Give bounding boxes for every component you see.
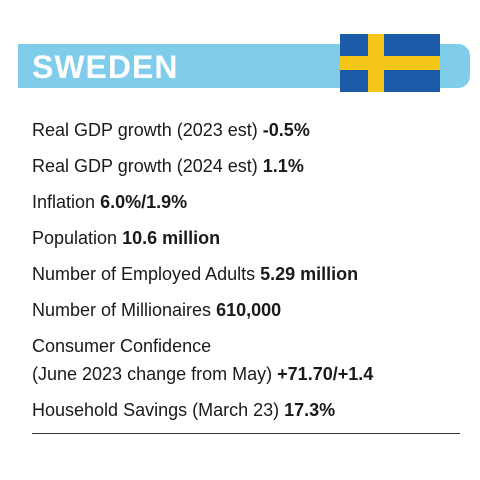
stat-label: Household Savings (March 23) (32, 400, 280, 420)
stat-item: Number of Millionaires 610,000 (32, 296, 462, 324)
stats-list: Real GDP growth (2023 est) -0.5% Real GDP… (32, 116, 462, 432)
stat-item: Real GDP growth (2023 est) -0.5% (32, 116, 462, 144)
stat-item: Real GDP growth (2024 est) 1.1% (32, 152, 462, 180)
stat-value: 17.3% (284, 400, 336, 420)
stat-label: Number of Millionaires (32, 300, 212, 320)
stat-value: 1.1% (262, 156, 304, 176)
stat-value: +71.70/+1.4 (277, 364, 374, 384)
flag-cross-horizontal (340, 56, 440, 70)
stat-value: 6.0%/1.9% (100, 192, 188, 212)
stat-item: Number of Employed Adults 5.29 million (32, 260, 462, 288)
stat-item: Population 10.6 million (32, 224, 462, 252)
stat-label: Real GDP growth (2024 est) (32, 156, 258, 176)
flag (340, 34, 440, 92)
country-title: SWEDEN (32, 49, 179, 85)
stat-value: -0.5% (262, 120, 310, 140)
stat-label: Real GDP growth (2023 est) (32, 120, 258, 140)
stat-value: 5.29 million (260, 264, 359, 284)
stat-value: 610,000 (216, 300, 282, 320)
stat-item: Household Savings (March 23) 17.3% (32, 396, 462, 424)
stat-note: (June 2023 change from May) (32, 364, 273, 384)
stat-label: Number of Employed Adults (32, 264, 256, 284)
stat-item: Inflation 6.0%/1.9% (32, 188, 462, 216)
stat-item: Consumer Confidence (June 2023 change fro… (32, 332, 462, 388)
stat-label: Inflation (32, 192, 96, 212)
bottom-rule (32, 433, 460, 434)
stat-label: Population (32, 228, 118, 248)
stat-value: 10.6 million (122, 228, 221, 248)
stat-label: Consumer Confidence (32, 336, 212, 356)
